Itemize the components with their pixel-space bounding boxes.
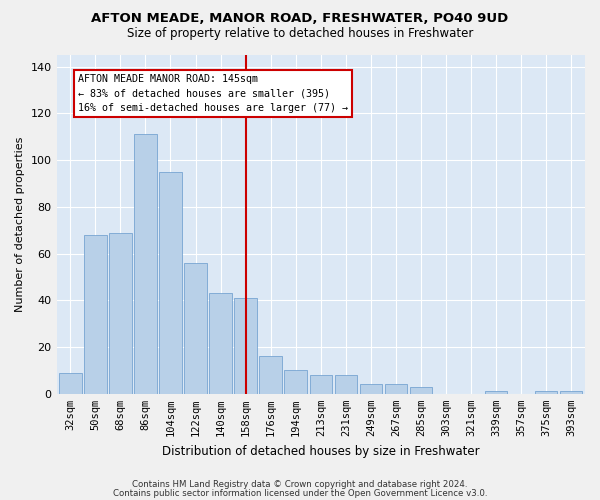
Text: Size of property relative to detached houses in Freshwater: Size of property relative to detached ho… — [127, 28, 473, 40]
Bar — [184, 263, 207, 394]
Bar — [359, 384, 382, 394]
Bar — [159, 172, 182, 394]
Bar — [259, 356, 282, 394]
Bar — [335, 375, 357, 394]
Bar — [284, 370, 307, 394]
Bar — [560, 392, 583, 394]
Bar — [310, 375, 332, 394]
Text: Contains HM Land Registry data © Crown copyright and database right 2024.: Contains HM Land Registry data © Crown c… — [132, 480, 468, 489]
Text: AFTON MEADE, MANOR ROAD, FRESHWATER, PO40 9UD: AFTON MEADE, MANOR ROAD, FRESHWATER, PO4… — [91, 12, 509, 26]
Bar — [209, 294, 232, 394]
Bar — [235, 298, 257, 394]
Bar — [535, 392, 557, 394]
Y-axis label: Number of detached properties: Number of detached properties — [15, 136, 25, 312]
Text: AFTON MEADE MANOR ROAD: 145sqm
← 83% of detached houses are smaller (395)
16% of: AFTON MEADE MANOR ROAD: 145sqm ← 83% of … — [78, 74, 348, 114]
Bar — [385, 384, 407, 394]
Bar — [59, 373, 82, 394]
Bar — [410, 387, 432, 394]
Text: Contains public sector information licensed under the Open Government Licence v3: Contains public sector information licen… — [113, 489, 487, 498]
Bar — [84, 235, 107, 394]
Bar — [134, 134, 157, 394]
Bar — [109, 232, 131, 394]
Bar — [485, 392, 508, 394]
X-axis label: Distribution of detached houses by size in Freshwater: Distribution of detached houses by size … — [162, 444, 479, 458]
